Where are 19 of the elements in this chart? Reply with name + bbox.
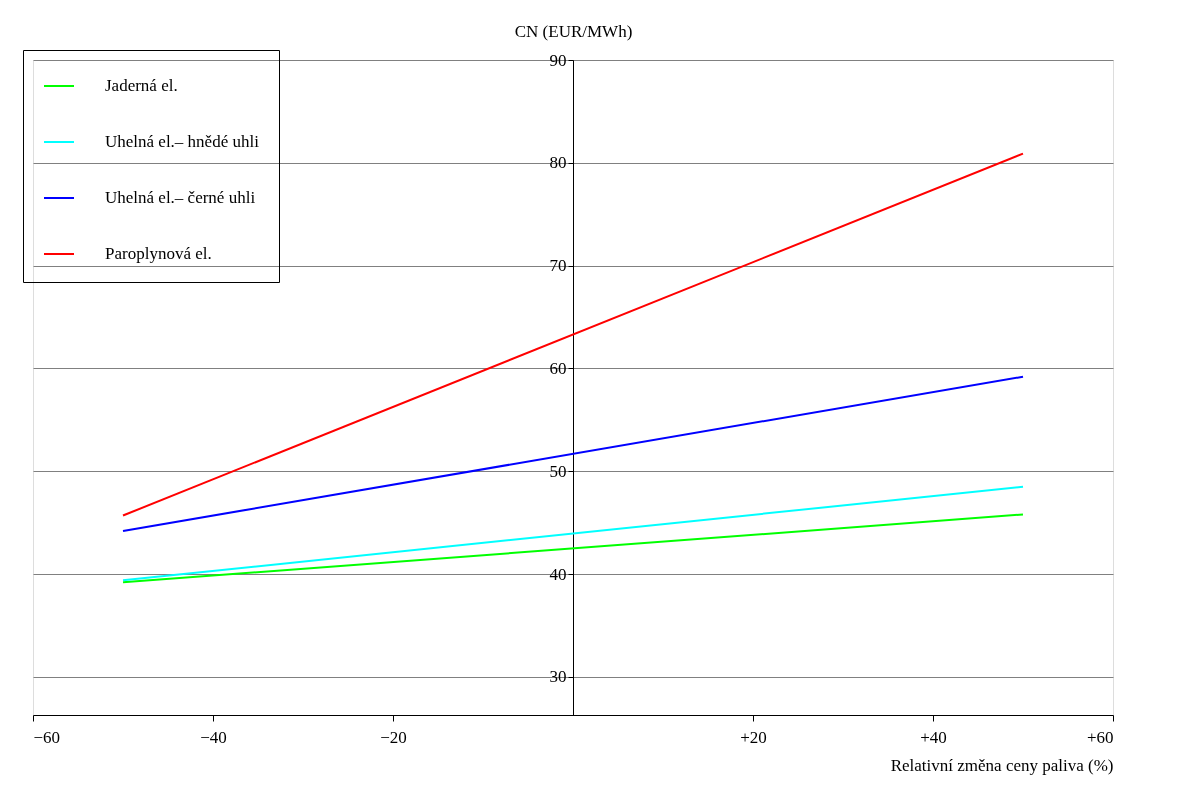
y-tick-label: 70 xyxy=(549,256,567,276)
legend-label: Jaderná el. xyxy=(105,76,178,95)
legend-label: Paroplynová el. xyxy=(105,244,212,263)
legend-label: Uhelná el.– hnědé uhli xyxy=(105,132,260,151)
x-tick-label: −20 xyxy=(380,727,407,747)
y-tick-label: 80 xyxy=(549,153,567,173)
x-tick-label: +40 xyxy=(920,727,947,747)
y-tick-label: 50 xyxy=(549,461,567,481)
x-tick-label: +20 xyxy=(740,727,767,747)
y-tick-label: 30 xyxy=(549,667,567,687)
y-tick-label: 90 xyxy=(549,50,567,70)
y-axis-title: CN (EUR/MWh) xyxy=(514,21,633,41)
x-tick-label: −40 xyxy=(200,727,227,747)
legend-label: Uhelná el.– černé uhli xyxy=(105,188,256,207)
x-axis-title: Relativní změna ceny paliva (%) xyxy=(890,755,1114,775)
x-tick-label: −60 xyxy=(33,727,61,747)
x-tick-label: +60 xyxy=(1086,727,1114,747)
y-tick-label: 60 xyxy=(549,358,567,378)
y-tick-label: 40 xyxy=(549,564,567,584)
